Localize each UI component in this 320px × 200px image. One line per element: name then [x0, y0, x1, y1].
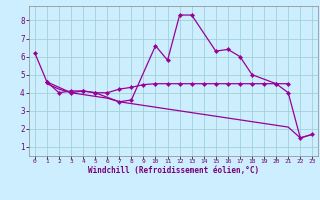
- X-axis label: Windchill (Refroidissement éolien,°C): Windchill (Refroidissement éolien,°C): [88, 166, 259, 175]
